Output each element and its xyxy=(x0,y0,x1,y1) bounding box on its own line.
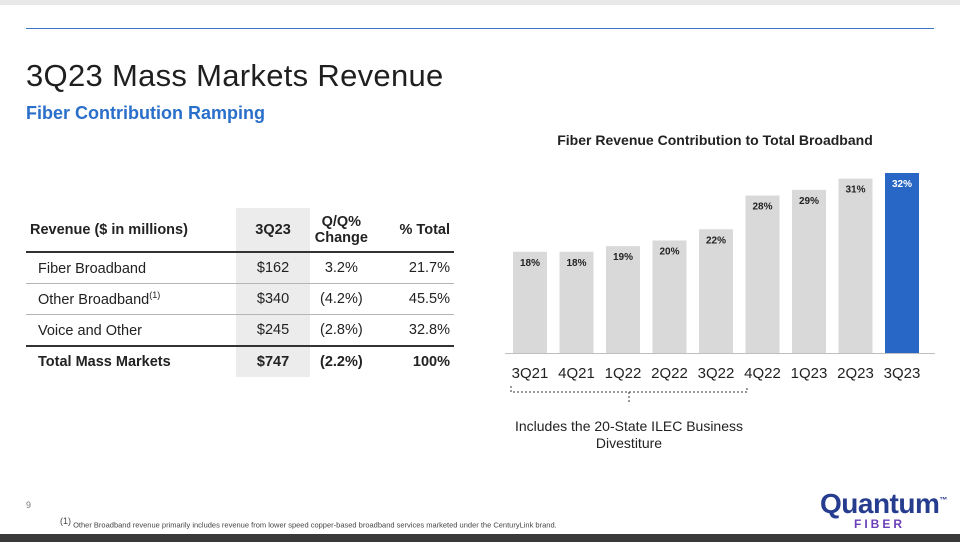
row-pct: 21.7% xyxy=(372,252,454,284)
x-tick-3Q21: 3Q21 xyxy=(512,365,549,382)
data-label-4Q21: 18% xyxy=(566,258,586,269)
header-change: Q/Q% Change xyxy=(310,208,372,252)
data-label-2Q23: 31% xyxy=(845,185,865,196)
chart-title: Fiber Revenue Contribution to Total Broa… xyxy=(557,132,873,148)
page-number: 9 xyxy=(26,500,32,510)
window-top-border xyxy=(0,0,960,5)
data-label-1Q22: 19% xyxy=(613,252,633,263)
table-row: Fiber Broadband $162 3.2% 21.7% xyxy=(26,252,454,284)
total-pct: 100% xyxy=(412,354,450,370)
row-label: Other Broadband(1) xyxy=(26,283,236,315)
slide-title: 3Q23 Mass Markets Revenue xyxy=(26,58,444,93)
total-change: (2.2%) xyxy=(319,354,363,370)
row-value: $245 xyxy=(235,314,311,347)
window-bottom-border xyxy=(0,534,960,542)
bar-1Q23 xyxy=(792,189,826,353)
slide-subtitle: Fiber Contribution Ramping xyxy=(26,103,265,123)
row-change: 3.2% xyxy=(310,252,373,284)
x-tick-2Q22: 2Q22 xyxy=(651,365,688,382)
footnote: (1) Other Broadband revenue primarily in… xyxy=(60,516,557,530)
header-change-line2: Change xyxy=(314,229,368,246)
fiber-contribution-chart: 18% 3Q21 18% 4Q21 19% 1Q22 20% 2Q22 22% 3Q22 28% 4Q… xyxy=(505,173,935,402)
x-tick-3Q22: 3Q22 xyxy=(698,365,735,382)
row-change: (2.8%) xyxy=(310,314,373,347)
table-row: Other Broadband(1) $340 (4.2%) 45.5% xyxy=(26,283,454,315)
row-label: Fiber Broadband xyxy=(26,252,236,284)
x-tick-3Q23: 3Q23 xyxy=(884,365,921,382)
logo-subtitle: FIBER xyxy=(854,517,905,531)
bar-4Q21 xyxy=(559,251,594,353)
footnote-ref: (1) xyxy=(149,290,161,301)
revenue-table: Revenue ($ in millions) 3Q23 Q/Q% Change… xyxy=(26,208,454,377)
data-label-2Q22: 20% xyxy=(659,247,679,258)
header-quarter: 3Q23 xyxy=(235,208,311,252)
bar-4Q22 xyxy=(745,195,780,353)
bar-3Q21 xyxy=(513,251,547,353)
bar-2Q22 xyxy=(652,240,687,353)
logo-wordmark: Quantum™ xyxy=(820,488,947,519)
header-change-line1: Q/Q% xyxy=(321,213,362,230)
bar-2Q23 xyxy=(838,178,873,353)
table-header-row: Revenue ($ in millions) 3Q23 Q/Q% Change… xyxy=(26,208,454,252)
x-tick-2Q23: 2Q23 xyxy=(837,365,874,382)
bar-3Q23 xyxy=(885,173,919,353)
x-tick-4Q21: 4Q21 xyxy=(558,365,595,382)
header-revenue: Revenue ($ in millions) xyxy=(30,221,188,238)
data-label-3Q23: 32% xyxy=(892,179,912,190)
table-total-row: Total Mass Markets $747 (2.2%) 100% xyxy=(26,346,454,377)
quantum-fiber-logo: Quantum™ FIBER xyxy=(816,488,947,532)
header-total: % Total xyxy=(399,221,450,238)
data-label-1Q23: 29% xyxy=(799,196,819,207)
total-value: $747 xyxy=(235,346,311,377)
divestiture-note: Includes the 20-State ILEC Business Dive… xyxy=(514,418,744,451)
row-value: $162 xyxy=(235,252,311,284)
data-label-3Q22: 22% xyxy=(706,235,726,246)
bar-1Q22 xyxy=(606,246,640,353)
x-tick-4Q22: 4Q22 xyxy=(744,365,781,382)
row-pct: 45.5% xyxy=(372,283,454,315)
row-pct: 32.8% xyxy=(372,314,454,347)
data-label-3Q21: 18% xyxy=(520,258,540,269)
header-rule xyxy=(26,28,934,29)
bar-3Q22 xyxy=(699,229,733,353)
divestiture-bracket xyxy=(510,386,748,393)
data-label-4Q22: 28% xyxy=(752,202,772,213)
row-value: $340 xyxy=(235,283,311,315)
x-tick-1Q22: 1Q22 xyxy=(605,365,642,382)
table-row: Voice and Other $245 (2.8%) 32.8% xyxy=(26,314,454,347)
x-tick-1Q23: 1Q23 xyxy=(791,365,828,382)
row-change: (4.2%) xyxy=(310,283,373,315)
total-label: Total Mass Markets xyxy=(38,354,171,370)
row-label: Voice and Other xyxy=(26,314,236,347)
